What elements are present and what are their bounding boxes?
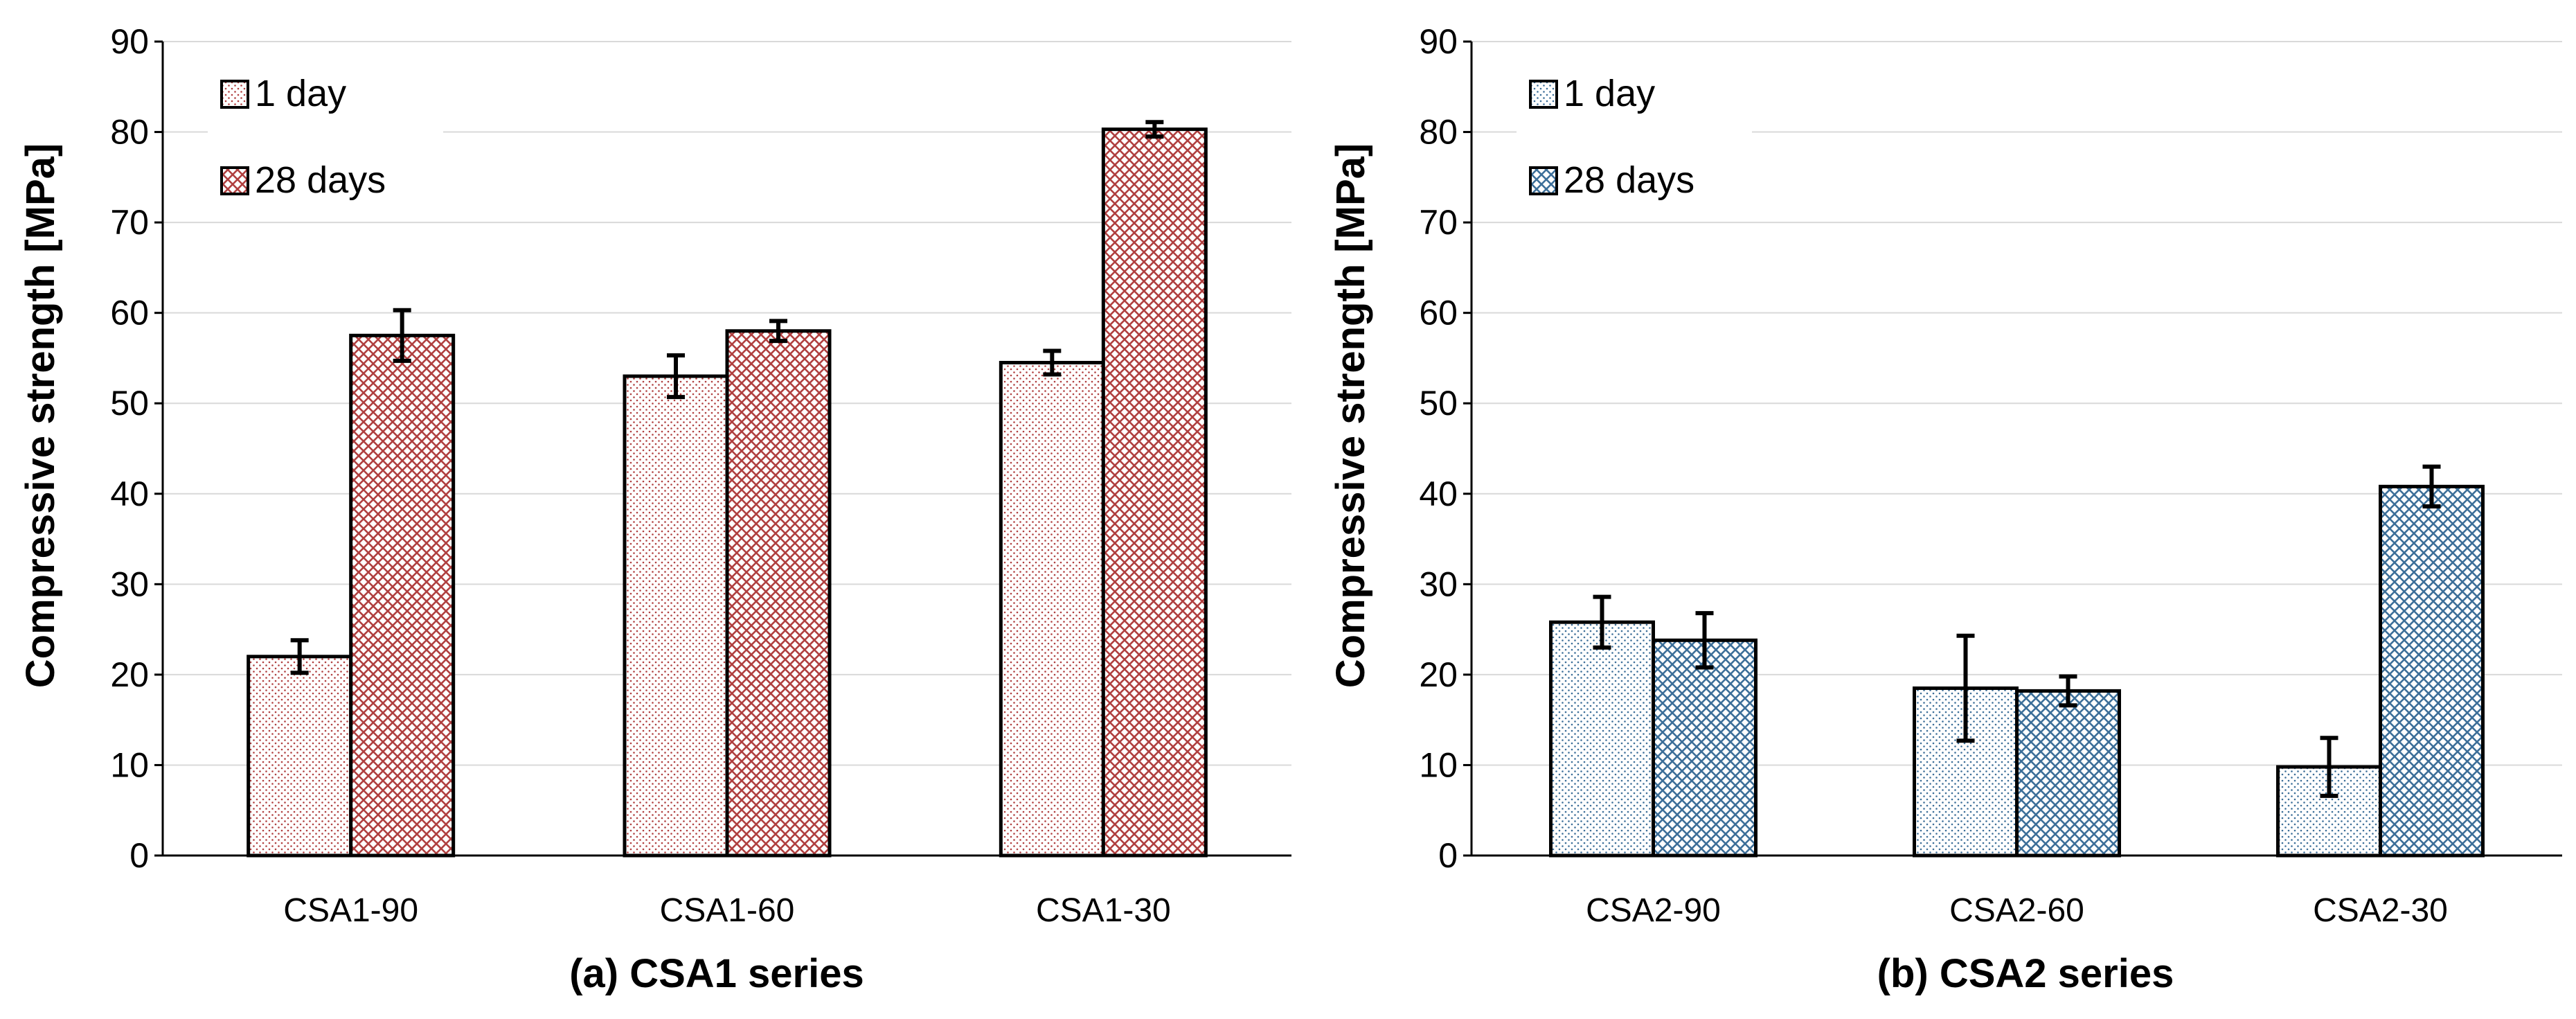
legend-label: 28 days — [1564, 159, 1694, 201]
bar — [1551, 622, 1654, 856]
x-category-labels: CSA1-90 CSA1-60 CSA1-30 — [283, 892, 1170, 929]
bar — [351, 335, 454, 856]
bar — [2017, 691, 2120, 856]
y-tick-label: 40 — [110, 475, 149, 513]
y-tick-label: 60 — [110, 294, 149, 333]
y-tick-label: 10 — [1419, 745, 1458, 784]
y-tick-label: 90 — [1419, 22, 1458, 61]
x-category-label: CSA1-90 — [283, 892, 418, 929]
legend-label: 1 day — [1564, 73, 1655, 114]
y-tick-label: 80 — [110, 113, 149, 152]
legend-swatch — [222, 168, 248, 194]
legend: 1 day 28 days — [1517, 59, 1752, 201]
x-category-labels: CSA2-90 CSA2-60 CSA2-30 — [1586, 892, 2448, 929]
bar — [1654, 640, 1756, 856]
y-tick-label: 50 — [1419, 384, 1458, 423]
legend-swatch — [1530, 168, 1557, 194]
bar — [625, 376, 727, 856]
y-tick-label: 0 — [129, 836, 149, 875]
y-tick-label: 40 — [1419, 475, 1458, 513]
x-category-label: CSA1-60 — [660, 892, 795, 929]
figure: 0 10 20 30 40 50 60 70 80 90 CSA1-90 CSA1-60 CSA1-3… — [0, 0, 2576, 1019]
x-category-label: CSA1-30 — [1036, 892, 1171, 929]
y-tick-label: 60 — [1419, 294, 1458, 333]
y-axis-label: Compressive strength [MPa] — [18, 143, 63, 688]
x-category-label: CSA2-30 — [2313, 892, 2448, 929]
x-category-label: CSA2-90 — [1586, 892, 1721, 929]
y-tick-label: 20 — [110, 655, 149, 694]
legend-label: 28 days — [255, 159, 386, 201]
legend-swatch — [1530, 81, 1557, 107]
bar — [1103, 130, 1206, 856]
y-tick-label: 30 — [1419, 565, 1458, 603]
legend-label: 1 day — [255, 73, 346, 114]
bar — [727, 331, 830, 856]
chart-caption: (a) CSA1 series — [569, 951, 864, 996]
legend-swatch — [222, 81, 248, 107]
legend: 1 day 28 days — [208, 59, 443, 201]
bar — [249, 657, 351, 856]
y-tick-label: 70 — [1419, 203, 1458, 242]
y-tick-label: 20 — [1419, 655, 1458, 694]
y-axis-label: Compressive strength [MPa] — [1328, 143, 1373, 688]
x-category-label: CSA2-60 — [1949, 892, 2084, 929]
y-tick-label: 0 — [1438, 836, 1458, 875]
bar — [2381, 486, 2483, 856]
y-tick-label: 30 — [110, 565, 149, 603]
y-tick-label: 90 — [110, 22, 149, 61]
bar — [1001, 362, 1103, 856]
y-tick-label: 70 — [110, 203, 149, 242]
chart-caption: (b) CSA2 series — [1877, 951, 2174, 996]
y-tick-label: 10 — [110, 745, 149, 784]
y-tick-label: 50 — [110, 384, 149, 423]
y-tick-label: 80 — [1419, 113, 1458, 152]
